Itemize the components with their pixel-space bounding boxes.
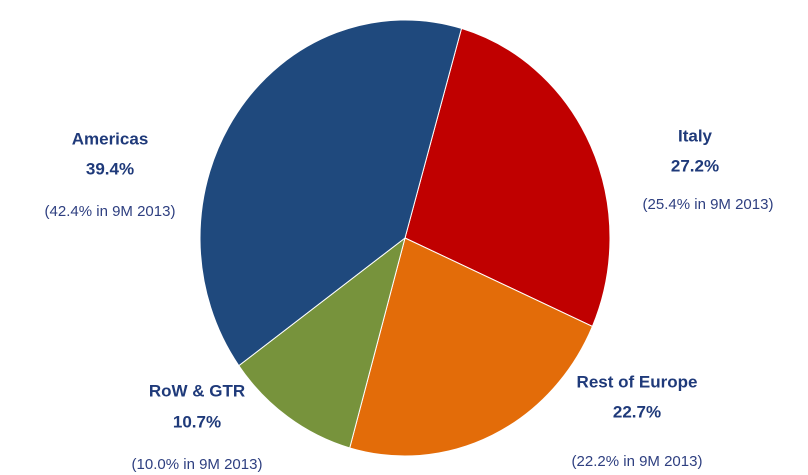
pie-slice: [238, 236, 406, 449]
slice-name: RoW & GTR: [149, 381, 245, 400]
pie-slice: [349, 237, 594, 457]
slice-name: Americas: [72, 129, 149, 148]
slice-percent: 39.4%: [86, 159, 134, 178]
slice-note: (10.0% in 9M 2013): [132, 456, 263, 473]
slice-percent: 10.7%: [173, 412, 221, 431]
slice-name: Italy: [678, 126, 713, 145]
pie-slice: [199, 19, 463, 367]
slice-note: (22.2% in 9M 2013): [572, 453, 703, 470]
slice-percent: 27.2%: [671, 156, 719, 175]
slice-note: (25.4% in 9M 2013): [643, 196, 774, 213]
slice-name: Rest of Europe: [577, 372, 698, 391]
slice-note: (42.4% in 9M 2013): [45, 203, 176, 220]
slice-percent: 22.7%: [613, 402, 661, 421]
pie-slice: [404, 27, 611, 328]
